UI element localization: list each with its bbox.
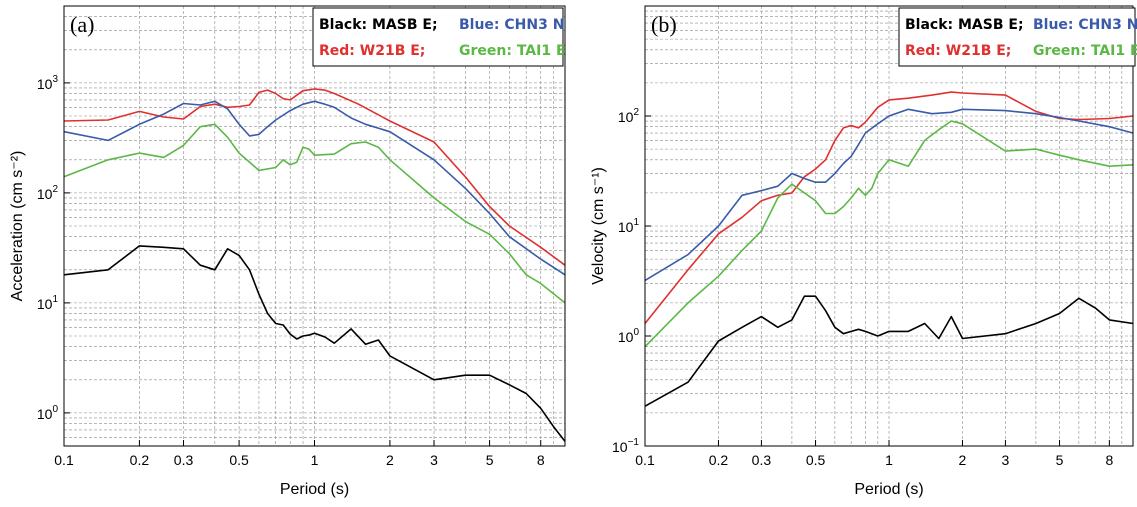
legend-entry: Black: MASB E; (319, 17, 438, 33)
series-line-2 (63, 123, 566, 304)
chart-panel-a: 0.1 0.2 0.3 0.5 1 2 3 5 8 Period (s) 100 101 102 103 A… (9, 5, 566, 498)
y-axis-title: Velocity (cm s⁻¹) (590, 167, 607, 285)
chart-panel-b: 0.1 0.2 0.3 0.5 1 2 3 5 8 Period (s) 10−1 100 101 102… (590, 5, 1137, 498)
x-tick-label: 2 (386, 452, 394, 468)
x-tick-label: 8 (537, 452, 545, 468)
x-tick-label: 0.1 (635, 452, 655, 468)
legend-entry: Blue: CHN3 N (459, 17, 564, 33)
series-line-2 (644, 120, 1134, 348)
panel-label: (a) (70, 12, 94, 37)
x-tick-label: 0.3 (752, 452, 772, 468)
series-group (644, 91, 1134, 407)
series-line-3 (644, 295, 1134, 407)
x-tick-label: 0.2 (130, 452, 150, 468)
legend-entry: Red: W21B E; (319, 43, 425, 59)
y-tick-label: 100 (37, 404, 59, 422)
series-group (63, 88, 566, 442)
y-tick-label: 100 (618, 327, 640, 345)
x-tick-label: 0.5 (229, 452, 249, 468)
legend-entry: Red: W21B E; (905, 43, 1011, 59)
x-axis: 0.1 0.2 0.3 0.5 1 2 3 5 8 Period (s) (635, 440, 1113, 498)
legend-entry: Green: TAI1 E (459, 43, 566, 59)
legend: Black: MASB E; Blue: CHN3 N Red: W21B E; Gr… (898, 7, 1137, 67)
x-axis-title: Period (s) (854, 481, 923, 498)
x-tick-label: 3 (1002, 452, 1010, 468)
legend: Black: MASB E; Blue: CHN3 N Red: W21B E; Gr… (312, 7, 566, 67)
series-line-3 (63, 245, 566, 442)
legend-entry: Blue: CHN3 N (1033, 17, 1137, 33)
y-tick-label: 102 (618, 107, 640, 125)
series-line-0 (63, 88, 566, 266)
legend-box (898, 7, 1136, 67)
x-tick-label: 0.3 (174, 452, 194, 468)
legend-entry: Green: TAI1 E (1033, 43, 1137, 59)
x-axis: 0.1 0.2 0.3 0.5 1 2 3 5 8 Period (s) (54, 440, 545, 498)
y-tick-label: 10−1 (612, 437, 639, 455)
legend-box (312, 7, 564, 67)
x-tick-label: 8 (1105, 452, 1113, 468)
x-tick-label: 0.5 (806, 452, 826, 468)
x-tick-label: 1 (885, 452, 893, 468)
grid (63, 5, 565, 447)
y-axis: 100 101 102 103 Acceleration (cm s⁻²) (9, 74, 70, 422)
x-tick-label: 5 (486, 452, 494, 468)
x-axis-title: Period (s) (280, 481, 349, 498)
legend-entry: Black: MASB E; (905, 17, 1024, 33)
y-tick-label: 103 (37, 74, 59, 92)
y-axis-title: Acceleration (cm s⁻²) (9, 151, 26, 302)
series-line-1 (644, 108, 1134, 282)
x-tick-label: 0.2 (709, 452, 729, 468)
y-tick-label: 102 (37, 184, 59, 202)
x-tick-label: 3 (430, 452, 438, 468)
x-tick-label: 0.1 (54, 452, 74, 468)
series-line-1 (63, 100, 566, 276)
x-tick-label: 1 (311, 452, 319, 468)
x-tick-label: 2 (959, 452, 967, 468)
panel-label: (b) (651, 12, 677, 37)
x-tick-label: 5 (1056, 452, 1064, 468)
y-axis: 10−1 100 101 102 Velocity (cm s⁻¹) (590, 107, 651, 455)
y-tick-label: 101 (618, 217, 640, 235)
y-tick-label: 101 (37, 294, 59, 312)
